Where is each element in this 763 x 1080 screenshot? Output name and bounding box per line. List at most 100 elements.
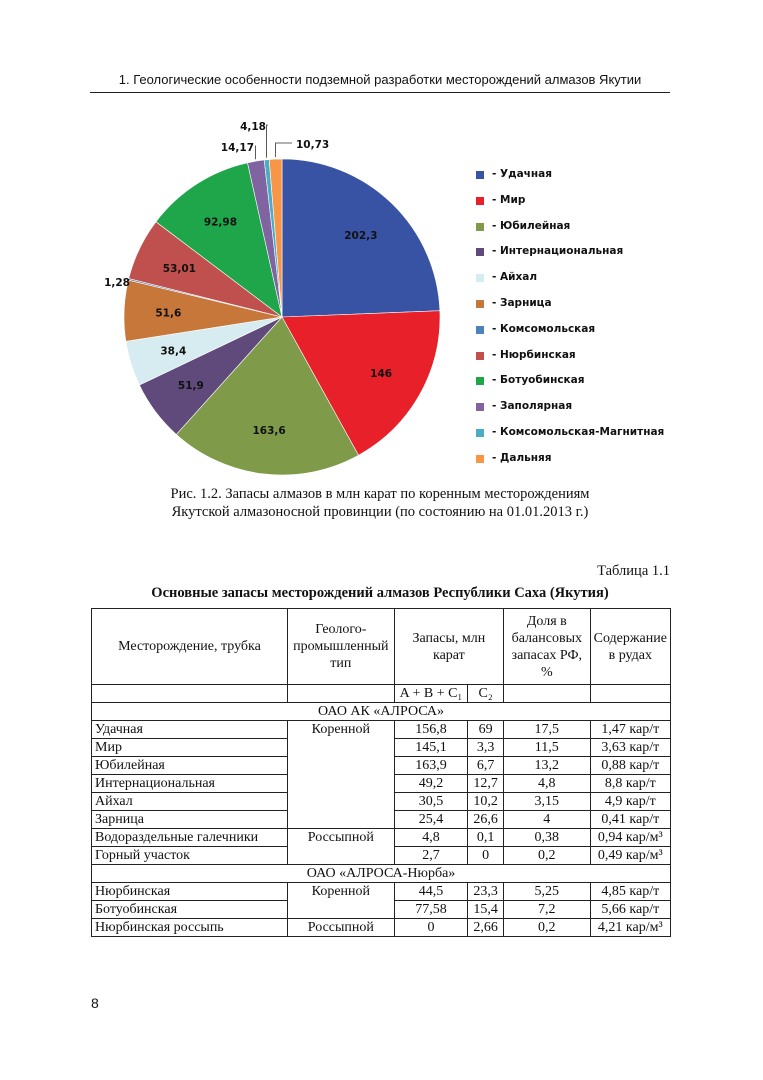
deposit-cell: Удачная (91, 720, 288, 739)
legend-label: - Интернациональная (492, 245, 624, 258)
abc1-cell: 156,8 (393, 720, 469, 739)
legend-item-10: - Комсомольская-Магнитная (476, 426, 664, 452)
legend-swatch (476, 403, 484, 412)
content-cell: 4,9 кар/т (589, 792, 672, 811)
leader-line-10 (266, 124, 268, 158)
legend-item-0: - Удачная (476, 168, 664, 194)
deposit-cell: Юбилейная (91, 756, 288, 775)
share-cell: 0,2 (503, 918, 591, 937)
legend-label: - Зарница (492, 296, 552, 309)
deposit-cell: Нюрбинская (91, 882, 288, 901)
data-label-1: 146 (370, 368, 392, 380)
c2-cell: 26,6 (467, 810, 504, 829)
caption-line-2: Якутской алмазоносной провинции (по сост… (171, 504, 589, 520)
legend-swatch (476, 274, 484, 283)
legend-item-8: - Ботуобинская (476, 374, 664, 400)
data-label-9: 14,17 (221, 142, 254, 154)
legend-swatch (476, 428, 484, 437)
share-cell: 0,2 (503, 846, 591, 865)
table-number: Таблица 1.1 (597, 563, 670, 579)
header-content: Содержание в рудах (589, 608, 672, 685)
legend-label: - Айхал (492, 271, 538, 284)
legend-swatch (476, 196, 484, 205)
legend-swatch (476, 377, 484, 386)
table-row: Нюрбинская Коренной 44,5 23,3 5,25 4,85 кар/т (91, 882, 672, 901)
legend-label: - Юбилейная (492, 219, 571, 232)
content-cell: 0,88 кар/т (589, 756, 672, 775)
share-cell: 13,2 (503, 756, 591, 775)
share-cell: 3,15 (503, 792, 591, 811)
legend-label: - Мир (492, 193, 526, 206)
deposit-cell: Зарница (91, 810, 288, 829)
caption-line-1: Рис. 1.2. Запасы алмазов в млн карат по … (170, 486, 590, 502)
c2-cell: 69 (467, 720, 504, 739)
c2-cell: 12,7 (467, 774, 504, 793)
legend-label: - Комсомольская-Магнитная (492, 425, 665, 438)
content-cell: 1,47 кар/т (589, 720, 672, 739)
deposit-cell: Водораздельные галечники (91, 828, 288, 847)
abc1-cell: 2,7 (393, 846, 469, 865)
abc1-cell: 25,4 (393, 810, 469, 829)
abc1-cell: 145,1 (393, 738, 469, 757)
type-cell (286, 846, 395, 865)
table-row: Мир 145,1 3,3 11,5 3,63 кар/т (91, 738, 672, 757)
abc1-cell: 0 (393, 918, 469, 937)
legend-item-11: - Дальняя (476, 452, 664, 478)
legend-label: - Дальняя (492, 451, 552, 464)
pie-slice-0 (281, 158, 441, 318)
content-cell: 8,8 кар/т (589, 774, 672, 793)
content-cell: 3,63 кар/т (589, 738, 672, 757)
table-row: Нюрбинская россыпь Россыпной 0 2,66 0,2 4,21 … (91, 918, 672, 937)
data-label-11: 10,73 (296, 139, 329, 151)
abc1-cell: 4,8 (393, 828, 469, 847)
page-number: 8 (91, 995, 99, 1011)
header-rule (90, 92, 670, 93)
abc1-cell: 44,5 (393, 882, 469, 901)
legend-swatch (476, 325, 484, 334)
subheader-abc1: A + B + C₁ (393, 684, 469, 703)
data-label-0: 202,3 (344, 230, 377, 242)
legend-item-7: - Нюрбинская (476, 349, 664, 375)
data-label-5: 51,6 (155, 307, 181, 319)
data-label-3: 51,9 (178, 380, 204, 392)
type-cell (286, 774, 395, 793)
running-header: 1. Геологические особенности подземной р… (118, 72, 642, 87)
leader-line-9 (255, 145, 256, 160)
c2-cell: 3,3 (467, 738, 504, 757)
deposit-cell: Нюрбинская россыпь (91, 918, 288, 937)
legend-item-5: - Зарница (476, 297, 664, 323)
share-cell: 4,8 (503, 774, 591, 793)
legend-item-9: - Заполярная (476, 400, 664, 426)
type-cell: Коренной (286, 720, 395, 739)
share-cell: 17,5 (503, 720, 591, 739)
data-label-4: 38,4 (160, 346, 186, 358)
type-cell (286, 756, 395, 775)
type-cell (286, 900, 395, 919)
legend-item-2: - Юбилейная (476, 220, 664, 246)
pie-chart: 202,3 146 163,6 51,9 38,4 51,6 1,28 53,01 92,98 1… (104, 121, 441, 476)
legend-item-6: - Комсомольская (476, 323, 664, 349)
group-row: ОАО «АЛРОСА-Нюрба» (91, 864, 671, 883)
abc1-cell: 77,58 (393, 900, 469, 919)
type-cell: Россыпной (286, 828, 395, 847)
reserves-table: Месторождение, трубка Геолого-промышленн… (91, 608, 672, 937)
data-label-2: 163,6 (252, 425, 285, 437)
type-cell: Коренной (286, 882, 395, 901)
legend-swatch (476, 248, 484, 257)
table-row: Ботуобинская 77,58 15,4 7,2 5,66 кар/т (91, 900, 672, 919)
pie-slice-8 (155, 162, 283, 318)
content-cell: 4,85 кар/т (589, 882, 672, 901)
group-name: ОАО «АЛРОСА-Нюрба» (91, 864, 671, 883)
legend-swatch (476, 454, 484, 463)
c2-cell: 2,66 (467, 918, 504, 937)
content-cell: 0,49 кар/м³ (589, 846, 672, 865)
content-cell: 0,94 кар/м³ (589, 828, 672, 847)
table-row: Юбилейная 163,9 6,7 13,2 0,88 кар/т (91, 756, 672, 775)
table-row: Интернациональная 49,2 12,7 4,8 8,8 кар/т (91, 774, 672, 793)
data-label-10: 4,18 (240, 121, 266, 133)
deposit-cell: Ботуобинская (91, 900, 288, 919)
c2-cell: 23,3 (467, 882, 504, 901)
legend-swatch (476, 299, 484, 308)
type-cell (286, 738, 395, 757)
